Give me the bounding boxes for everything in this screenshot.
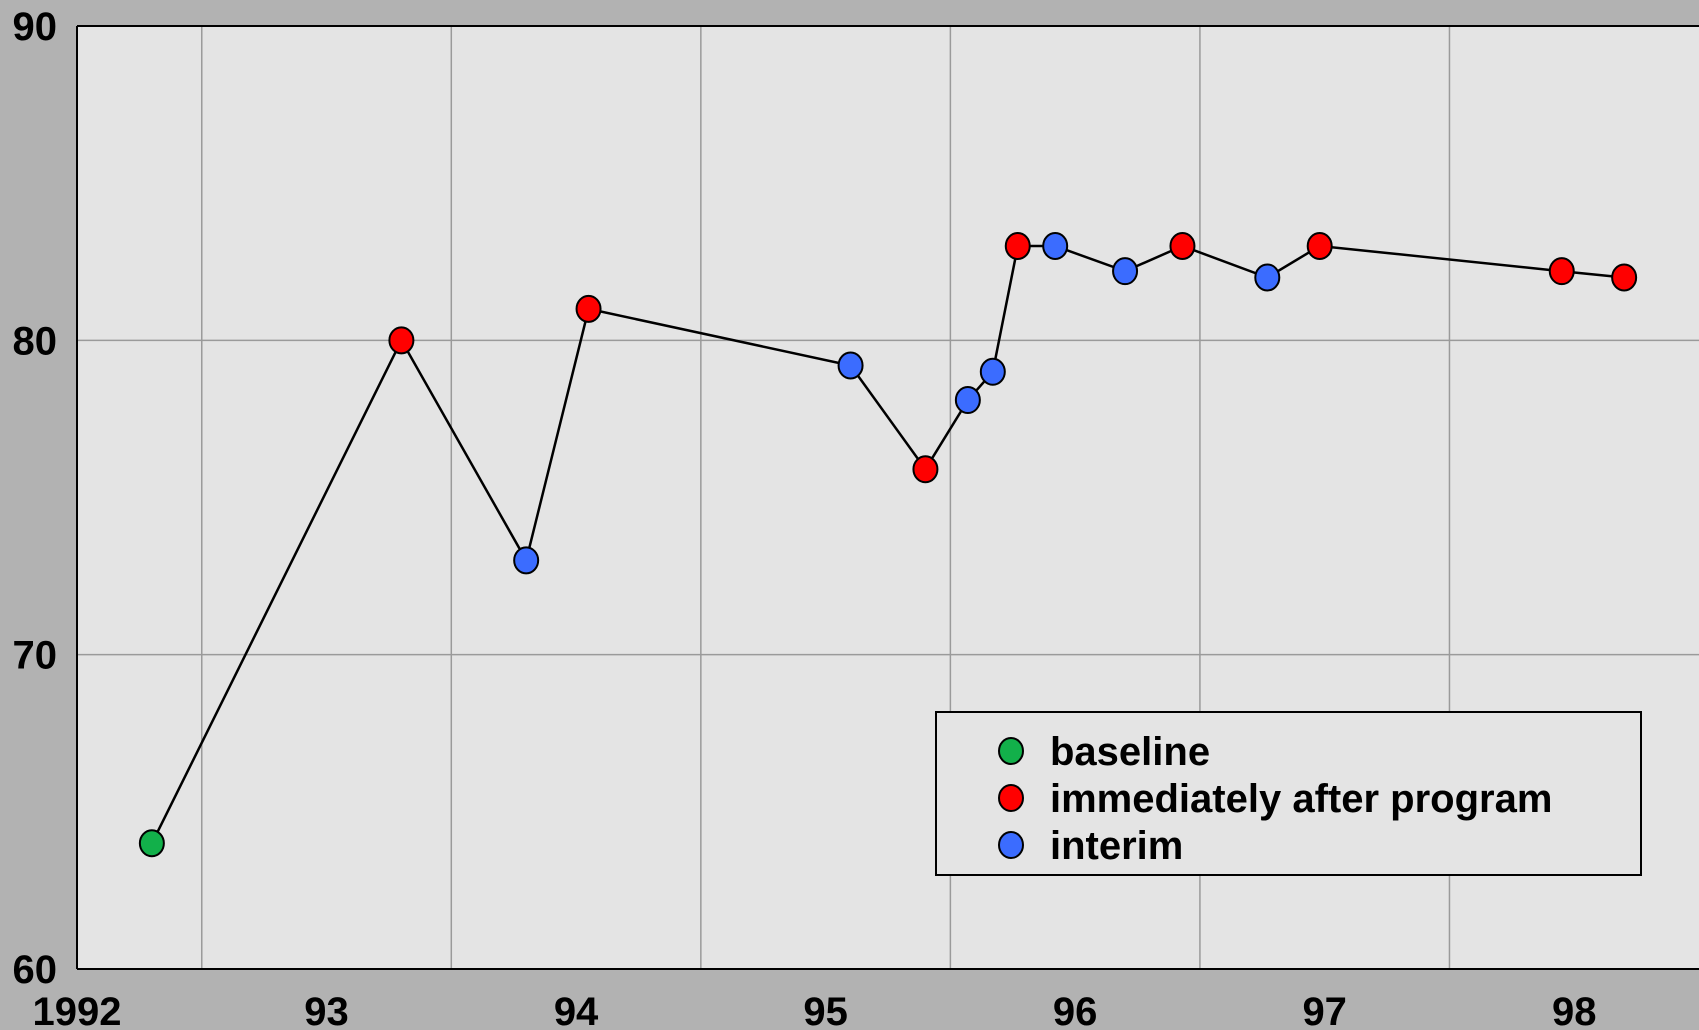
data-point-interim	[513, 546, 540, 575]
y-tick-label: 90	[13, 5, 58, 49]
data-point-post	[1004, 232, 1031, 261]
x-tick-label: 1992	[33, 990, 122, 1030]
legend-label-interim: interim	[1050, 824, 1183, 868]
data-point-post	[912, 455, 939, 484]
data-point-baseline	[138, 829, 165, 858]
x-tick-label: 98	[1552, 990, 1597, 1030]
data-points	[138, 232, 1638, 858]
legend-marker-baseline	[998, 737, 1024, 765]
y-tick-label: 60	[13, 948, 58, 992]
data-point-post	[1306, 232, 1333, 261]
legend-marker-interim	[998, 831, 1024, 859]
x-tick-label: 94	[554, 990, 599, 1030]
data-point-post	[1611, 263, 1638, 292]
data-point-post	[1169, 232, 1196, 261]
x-tick-label: 97	[1302, 990, 1347, 1030]
data-point-post	[388, 326, 415, 355]
data-point-interim	[1042, 232, 1069, 261]
x-tick-label: 95	[803, 990, 848, 1030]
y-tick-label: 70	[13, 634, 58, 678]
x-tick-label: 93	[304, 990, 349, 1030]
legend-label-baseline: baseline	[1050, 730, 1210, 774]
series-line	[150, 244, 1625, 844]
data-point-post	[575, 294, 602, 323]
data-point-interim	[837, 351, 864, 380]
y-tick-label: 80	[13, 319, 58, 363]
data-point-interim	[954, 386, 981, 415]
tick-labels: 60 70 80 90 1992 93 94 95 96 97 98	[13, 5, 1597, 1030]
legend-box	[935, 711, 1642, 876]
data-point-interim	[1254, 263, 1281, 292]
data-point-post	[1548, 257, 1575, 286]
legend-marker-post	[998, 784, 1024, 812]
legend-label-post: immediately after program	[1050, 777, 1552, 821]
data-point-interim	[979, 357, 1006, 386]
x-tick-label: 96	[1053, 990, 1098, 1030]
data-point-interim	[1112, 257, 1139, 286]
